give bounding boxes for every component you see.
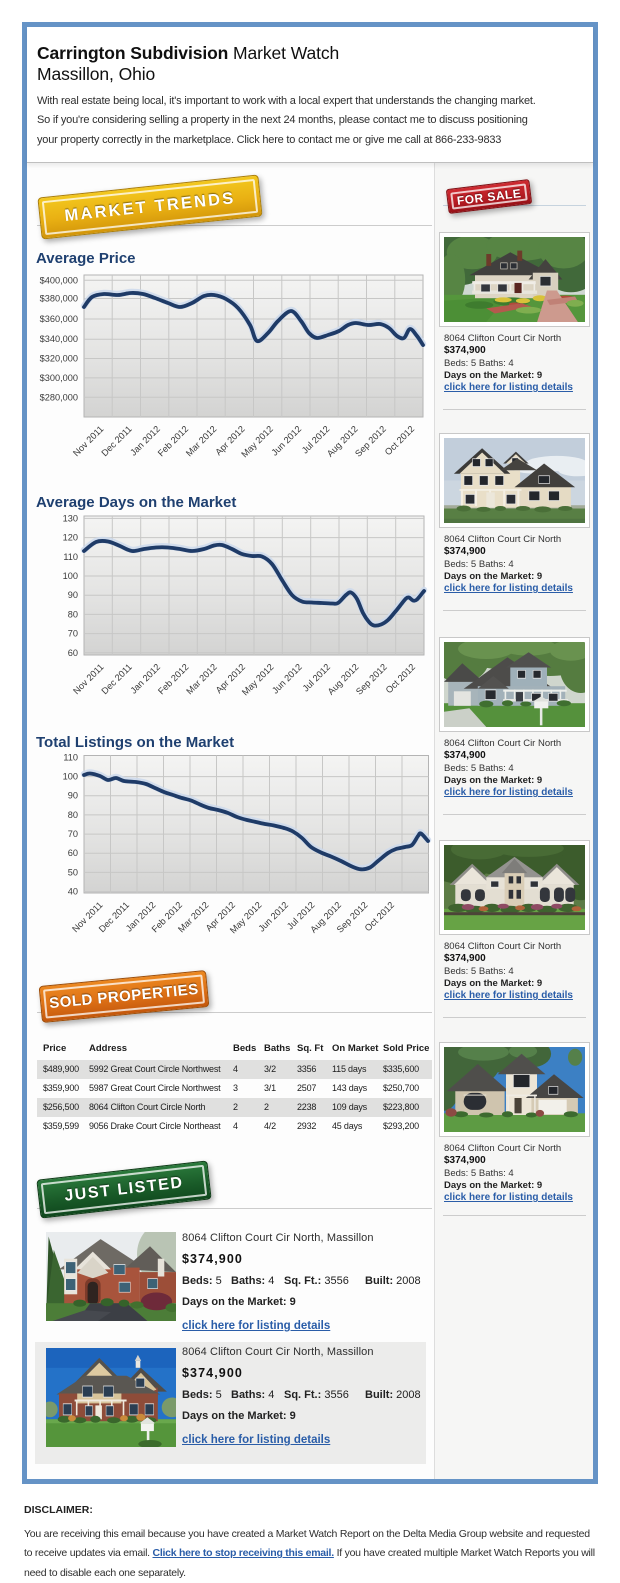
svg-text:$300,000: $300,000 — [40, 373, 78, 383]
svg-text:130: 130 — [63, 513, 78, 523]
svg-text:Oct 2012: Oct 2012 — [383, 424, 416, 457]
svg-text:120: 120 — [63, 533, 78, 543]
svg-text:110: 110 — [63, 752, 78, 762]
svg-text:Dec 2011: Dec 2011 — [99, 424, 133, 458]
svg-text:Jun 2012: Jun 2012 — [270, 424, 304, 458]
svg-text:50: 50 — [68, 867, 78, 877]
svg-text:80: 80 — [68, 810, 78, 820]
svg-text:90: 90 — [68, 791, 78, 801]
svg-text:Mar 2012: Mar 2012 — [184, 424, 219, 459]
svg-text:$280,000: $280,000 — [40, 392, 78, 402]
svg-text:Jun 2012: Jun 2012 — [270, 662, 304, 696]
svg-text:$340,000: $340,000 — [40, 334, 78, 344]
svg-text:60: 60 — [68, 848, 78, 858]
svg-text:80: 80 — [68, 609, 78, 619]
svg-text:Oct 2012: Oct 2012 — [363, 900, 396, 933]
svg-text:Mar 2012: Mar 2012 — [184, 662, 219, 697]
svg-text:90: 90 — [68, 590, 78, 600]
svg-text:110: 110 — [63, 552, 78, 562]
svg-text:40: 40 — [68, 887, 78, 897]
svg-text:$380,000: $380,000 — [40, 294, 78, 304]
svg-text:Sep 2012: Sep 2012 — [353, 424, 388, 459]
svg-text:$320,000: $320,000 — [40, 354, 78, 364]
svg-text:Oct 2012: Oct 2012 — [384, 662, 417, 695]
svg-text:$360,000: $360,000 — [40, 314, 78, 324]
svg-text:100: 100 — [63, 571, 78, 581]
svg-text:Dec 2011: Dec 2011 — [100, 662, 134, 696]
svg-text:$400,000: $400,000 — [40, 275, 78, 285]
svg-text:70: 70 — [68, 829, 78, 839]
svg-text:70: 70 — [68, 629, 78, 639]
svg-text:60: 60 — [68, 648, 78, 658]
svg-text:Sep 2012: Sep 2012 — [354, 662, 389, 697]
svg-text:100: 100 — [63, 772, 78, 782]
